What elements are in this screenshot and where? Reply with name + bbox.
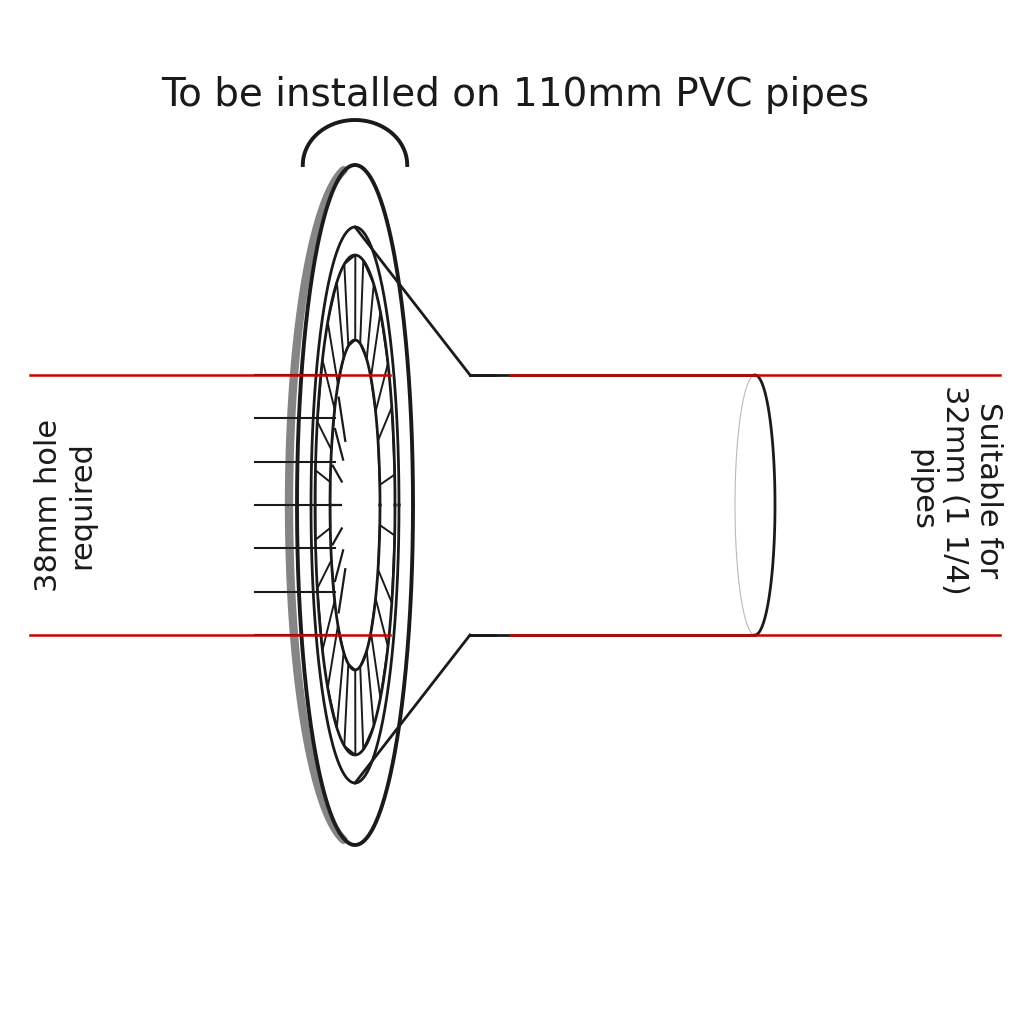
Text: Suitable for
32mm (1 1/4)
pipes: Suitable for 32mm (1 1/4) pipes	[906, 385, 1003, 595]
Text: 38mm hole
required: 38mm hole required	[34, 418, 96, 591]
Text: To be installed on 110mm PVC pipes: To be installed on 110mm PVC pipes	[161, 76, 869, 114]
